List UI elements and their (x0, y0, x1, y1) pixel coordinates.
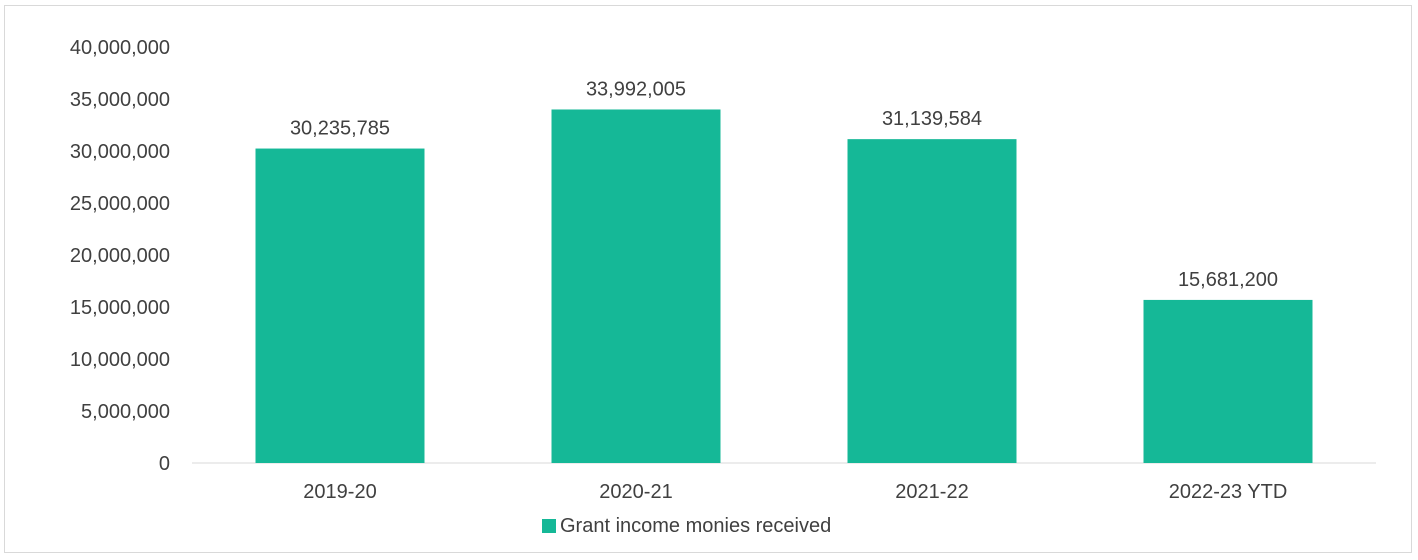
y-tick-label: 25,000,000 (70, 193, 170, 215)
y-tick-label: 20,000,000 (70, 245, 170, 267)
y-tick-label: 5,000,000 (81, 401, 170, 423)
data-label: 33,992,005 (586, 78, 686, 100)
bar (847, 139, 1017, 464)
data-labels: 30,235,785 33,992,005 31,139,584 15,681,200 (290, 78, 1278, 290)
y-tick-label: 35,000,000 (70, 89, 170, 111)
y-tick-label: 10,000,000 (70, 349, 170, 371)
y-tick-label: 0 (159, 453, 170, 475)
x-tick-label: 2020-21 (599, 481, 672, 503)
bars (255, 109, 1313, 464)
x-tick-label: 2021-22 (895, 481, 968, 503)
data-label: 31,139,584 (882, 108, 982, 130)
x-tick-label: 2019-20 (303, 481, 376, 503)
legend-swatch (542, 519, 556, 533)
x-tick-label: 2022-23 YTD (1169, 481, 1288, 503)
legend: Grant income monies received (542, 515, 831, 537)
bar (255, 148, 425, 463)
bar (1143, 299, 1313, 463)
bar (551, 109, 721, 463)
y-tick-label: 40,000,000 (70, 37, 170, 59)
y-tick-label: 30,000,000 (70, 141, 170, 163)
data-label: 15,681,200 (1178, 269, 1278, 291)
legend-label: Grant income monies received (560, 515, 831, 537)
x-axis-tick-labels: 2019-20 2020-21 2021-22 2022-23 YTD (303, 481, 1287, 503)
y-axis-tick-labels: 0 5,000,000 10,000,000 15,000,000 20,000,000… (70, 37, 170, 475)
y-tick-label: 15,000,000 (70, 297, 170, 319)
data-label: 30,235,785 (290, 118, 390, 140)
